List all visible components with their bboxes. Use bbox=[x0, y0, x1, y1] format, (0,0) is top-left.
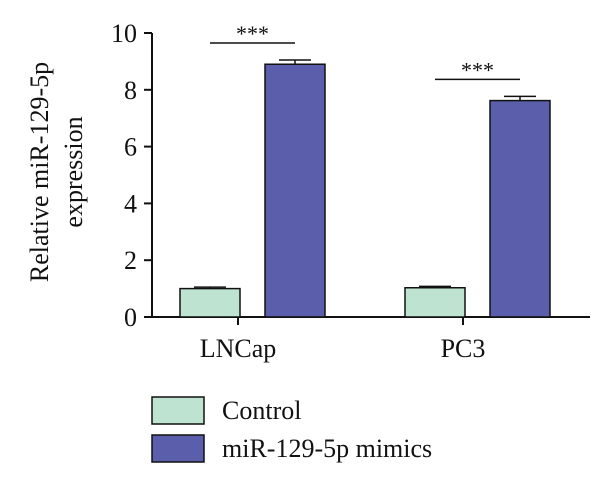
significance-annotations: *** *** bbox=[210, 21, 520, 82]
x-tick-label: PC3 bbox=[441, 334, 486, 363]
legend-swatch bbox=[151, 396, 205, 425]
y-tick-label: 8 bbox=[124, 76, 137, 105]
y-tick-label: 0 bbox=[124, 303, 137, 332]
y-tick-label: 10 bbox=[111, 19, 137, 48]
legend-label: miR-129-5p mimics bbox=[222, 434, 432, 463]
bar-mir-129-5p-mimics-lncap bbox=[264, 63, 326, 318]
significance-label: *** bbox=[236, 21, 269, 46]
legend: Control miR-129-5p mimics bbox=[151, 396, 432, 463]
x-tick-label: LNCap bbox=[200, 334, 277, 363]
y-axis-title: Relative miR-129-5p expression bbox=[25, 62, 88, 282]
y-axis-title-line: Relative miR-129-5p bbox=[25, 62, 54, 282]
legend-swatch bbox=[151, 434, 205, 463]
axes: 0 2 4 6 8 10 Relative miR-129-5p expression LNCa… bbox=[25, 19, 590, 363]
y-tick-label: 2 bbox=[124, 246, 137, 275]
bar-control-pc3 bbox=[404, 286, 466, 318]
y-axis-title-line: expression bbox=[59, 116, 88, 227]
bars bbox=[179, 59, 551, 318]
bar-control-lncap bbox=[179, 287, 241, 318]
y-tick-label: 6 bbox=[124, 133, 137, 162]
bar-mir-129-5p-mimics-pc3 bbox=[489, 99, 551, 318]
significance-label: *** bbox=[461, 57, 494, 82]
legend-label: Control bbox=[222, 396, 301, 425]
y-tick-label: 4 bbox=[124, 189, 137, 218]
